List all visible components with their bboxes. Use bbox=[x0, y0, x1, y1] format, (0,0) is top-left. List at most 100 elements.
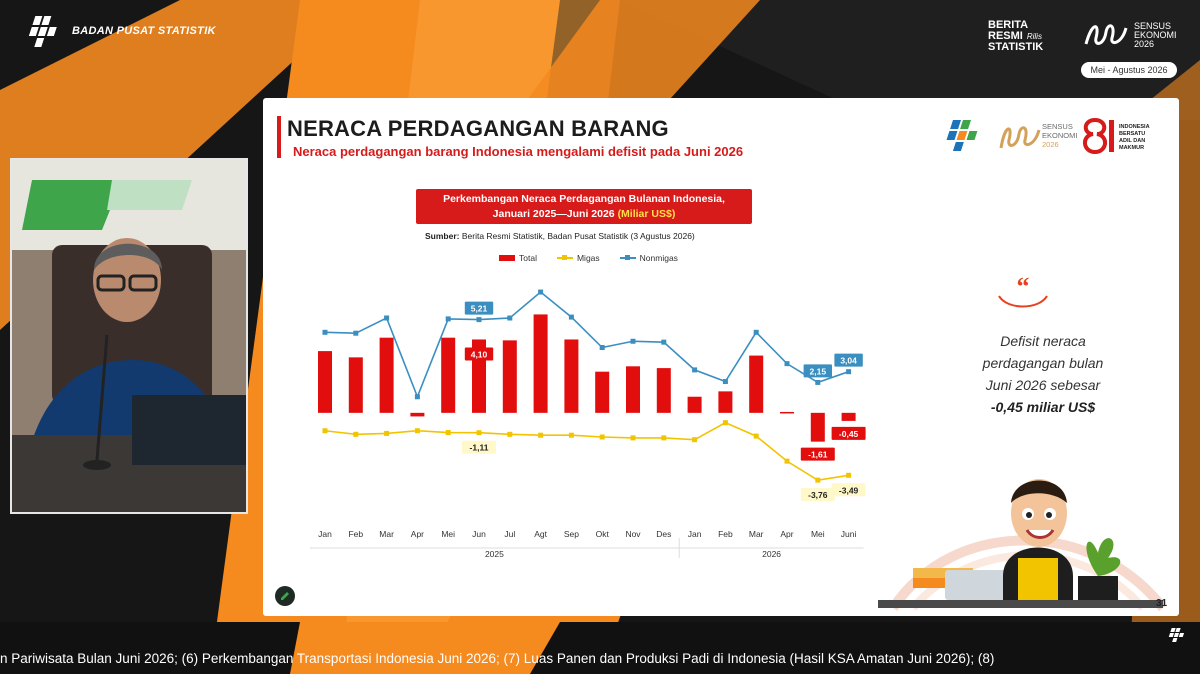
bps-slide-logo-icon bbox=[946, 120, 978, 151]
point-migas-15 bbox=[784, 458, 790, 464]
point-nonmigas-1 bbox=[353, 330, 359, 336]
label-bg-nonmigas-17 bbox=[834, 353, 863, 367]
x-tick-label-15: Apr bbox=[780, 529, 793, 539]
bar-total-mei-16 bbox=[810, 412, 825, 442]
point-nonmigas-12 bbox=[692, 367, 698, 373]
chart-source: Sumber: Berita Resmi Statistik, Badan Pu… bbox=[425, 231, 695, 241]
bar-total-des-11 bbox=[656, 368, 671, 413]
legend-swatch-nonmigas bbox=[619, 255, 636, 260]
point-nonmigas-15 bbox=[784, 361, 790, 367]
quote-emphasis: -0,45 miliar US$ bbox=[990, 399, 1096, 415]
point-nonmigas-7 bbox=[538, 289, 544, 295]
series-line-migas bbox=[324, 421, 849, 481]
slide-logo-group: SENSUS EKONOMI 2026 INDONESIA BERSATU AD… bbox=[946, 117, 1150, 155]
brs-line-3: STATISTIK bbox=[988, 41, 1044, 53]
slide-sensus-line-1: SENSUS bbox=[1042, 122, 1073, 131]
bar-total-apr-15 bbox=[780, 411, 794, 414]
label-bg-nonmigas-16 bbox=[803, 364, 832, 378]
quote-decoration bbox=[998, 295, 1048, 308]
brs-tag: Rilis bbox=[1026, 32, 1042, 41]
presenter-video bbox=[10, 158, 248, 514]
sensus-ekonomi-header-logo: SENSUS EKONOMI 2026 bbox=[1082, 18, 1177, 52]
x-tick-label-6: Jul bbox=[504, 529, 515, 539]
chart-legend: Total Migas Nonmigas bbox=[499, 253, 678, 263]
presenter-image bbox=[12, 160, 246, 512]
brs-line-2: RESMI Rilis bbox=[988, 31, 1043, 42]
bar-total-mar-14 bbox=[749, 355, 764, 413]
quote-mark-icon: “ bbox=[1016, 272, 1030, 301]
bar-total-jan-0 bbox=[318, 351, 332, 413]
chart-title-unit: (Miliar US$) bbox=[617, 208, 676, 220]
slide-81-line-4: MAKMUR bbox=[1119, 145, 1144, 151]
data-label-migas-16: -3,76 bbox=[808, 490, 828, 500]
legend-label-migas: Migas bbox=[576, 253, 600, 263]
sensus-line-1: SENSUS bbox=[1134, 20, 1172, 31]
slide-81-line-2: BERSATU bbox=[1119, 131, 1145, 137]
data-label-nonmigas-17: 3,04 bbox=[840, 356, 857, 366]
bar-total-jul-6 bbox=[502, 340, 517, 413]
legend-item-migas: Migas bbox=[556, 253, 600, 263]
point-migas-10 bbox=[630, 435, 636, 441]
data-label-nonmigas-16: 2,15 bbox=[810, 366, 827, 376]
point-migas-0 bbox=[322, 428, 328, 434]
quote-text: Defisit neraca perdagangan bulan Juni 20… bbox=[953, 330, 1133, 418]
data-label-migas-17: -3,49 bbox=[839, 485, 859, 495]
pencil-icon[interactable] bbox=[275, 586, 295, 606]
slide-sensus-line-2: EKONOMI bbox=[1042, 131, 1077, 140]
point-nonmigas-5 bbox=[476, 317, 482, 323]
label-bg-total-16 bbox=[800, 447, 835, 461]
period-badge: Mei - Agustus 2026 bbox=[1081, 62, 1177, 78]
point-migas-17 bbox=[846, 472, 852, 478]
trade-balance-chart: 4,10 -1,61 -0,45 -1,11 -3,76 -3,49 5,21 2,15 3,0… bbox=[310, 289, 866, 559]
brs-line-2-text: RESMI bbox=[988, 30, 1023, 42]
sensus-line-3: 2026 bbox=[1134, 38, 1155, 49]
x-tick-label-17: Juni bbox=[841, 529, 857, 539]
bar-total-nov-10 bbox=[626, 366, 640, 413]
slide-81-line-1: INDONESIA bbox=[1119, 124, 1150, 130]
sensus-line-2: EKONOMI bbox=[1134, 29, 1177, 40]
label-bg-migas-16 bbox=[800, 488, 835, 502]
x-tick-label-8: Sep bbox=[564, 529, 579, 539]
point-nonmigas-17 bbox=[846, 369, 852, 375]
slide-sensus-line-3: 2026 bbox=[1042, 140, 1059, 149]
slide-81-line-3: ADIL DAN bbox=[1119, 138, 1145, 144]
point-nonmigas-11 bbox=[661, 339, 667, 345]
data-label-migas-5: -1,11 bbox=[470, 443, 489, 453]
bar-total-feb-1 bbox=[348, 357, 363, 413]
data-label-total-17: -0,45 bbox=[839, 429, 859, 439]
point-nonmigas-6 bbox=[507, 315, 513, 321]
bar-total-juni-17 bbox=[841, 412, 856, 421]
point-nonmigas-4 bbox=[445, 316, 451, 322]
point-nonmigas-16 bbox=[815, 379, 821, 385]
label-bg-total-17 bbox=[831, 426, 866, 440]
x-tick-label-9: Okt bbox=[596, 529, 610, 539]
point-nonmigas-8 bbox=[568, 314, 574, 320]
point-nonmigas-13 bbox=[722, 379, 728, 385]
hut-ri-81-logo-icon bbox=[1083, 117, 1114, 155]
point-migas-7 bbox=[538, 432, 544, 438]
bps-mini-logo-icon bbox=[1164, 627, 1186, 650]
label-bg-nonmigas-5 bbox=[464, 301, 494, 315]
chart-title-line-2-text: Januari 2025—Juni 2026 bbox=[492, 208, 618, 220]
x-tick-label-2: Mar bbox=[379, 529, 394, 539]
point-migas-3 bbox=[414, 428, 420, 434]
point-nonmigas-14 bbox=[753, 329, 759, 335]
sensus-ekonomi-slide-icon bbox=[999, 126, 1041, 149]
bps-logo-icon bbox=[28, 16, 57, 47]
x-tick-label-0: Jan bbox=[318, 529, 332, 539]
bar-total-okt-9 bbox=[595, 371, 610, 413]
x-tick-label-4: Mei bbox=[441, 529, 455, 539]
bar-total-agt-7 bbox=[533, 314, 548, 413]
point-migas-4 bbox=[445, 430, 451, 436]
chart-source-text: Berita Resmi Statistik, Badan Pusat Stat… bbox=[459, 231, 695, 241]
bar-total-jan-12 bbox=[687, 396, 702, 413]
legend-swatch-migas bbox=[556, 255, 573, 260]
data-label-total-16: -1,61 bbox=[808, 450, 828, 460]
slide-subtitle: Neraca perdagangan barang Indonesia meng… bbox=[293, 144, 744, 159]
x-tick-label-12: Jan bbox=[688, 529, 702, 539]
point-migas-13 bbox=[722, 420, 728, 426]
legend-swatch-total bbox=[499, 255, 515, 261]
chart-source-label: Sumber: bbox=[425, 231, 460, 241]
quote-line-1: Defisit neraca bbox=[1000, 333, 1086, 349]
label-bg-total-5 bbox=[464, 347, 494, 361]
